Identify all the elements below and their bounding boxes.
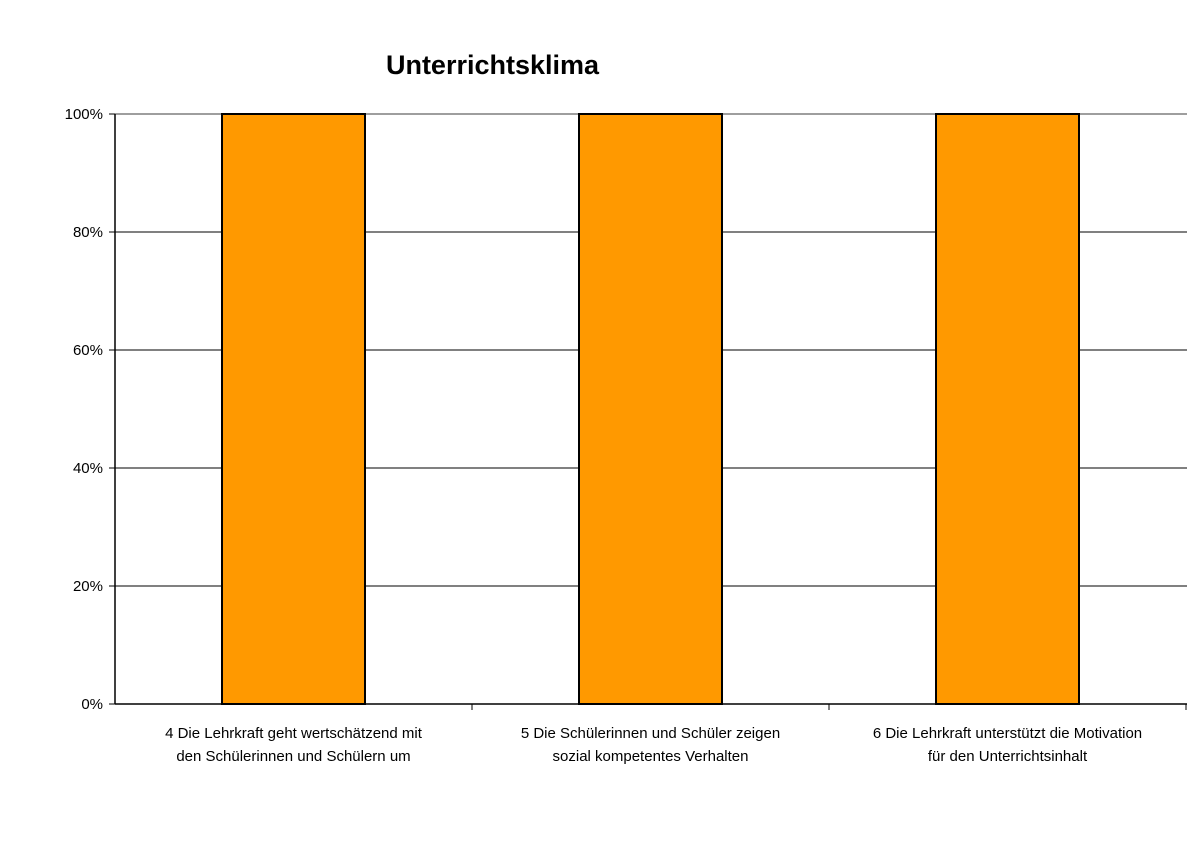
x-tick-label: 5 Die Schülerinnen und Schüler zeigen soz… [473, 722, 829, 768]
y-tick-label: 0% [81, 696, 103, 713]
y-tick-label: 80% [73, 224, 103, 241]
x-tick-label-line: für den Unterrichtsinhalt [927, 748, 1088, 765]
x-tick-label-line: 6 Die Lehrkraft unterstützt die Motivati… [872, 725, 1143, 742]
chart-title: Unterrichtsklima [385, 50, 600, 80]
bar-1 [221, 113, 366, 705]
bars [221, 113, 1080, 705]
y-axis-ticks: 0% 20% 40% 60% 80% 100% [65, 106, 1187, 713]
bar-3 [935, 113, 1080, 705]
x-tick-label-line: 5 Die Schülerinnen und Schüler zeigen [520, 725, 781, 742]
y-tick-label: 100% [65, 106, 103, 123]
y-tick-label: 40% [73, 460, 103, 477]
x-tick-label-line: sozial kompetentes Verhalten [552, 748, 749, 765]
bar-2 [578, 113, 723, 705]
y-tick-label: 60% [73, 342, 103, 359]
x-tick-label: 4 Die Lehrkraft geht wertschätzend mit de… [116, 722, 472, 768]
axes [114, 114, 1187, 705]
x-tick-label-line: den Schülerinnen und Schülern um [176, 748, 411, 765]
y-tick-label: 20% [73, 578, 103, 595]
x-tick-label: 6 Die Lehrkraft unterstützt die Motivati… [830, 722, 1186, 768]
x-tick-label-line: 4 Die Lehrkraft geht wertschätzend mit [165, 725, 422, 742]
